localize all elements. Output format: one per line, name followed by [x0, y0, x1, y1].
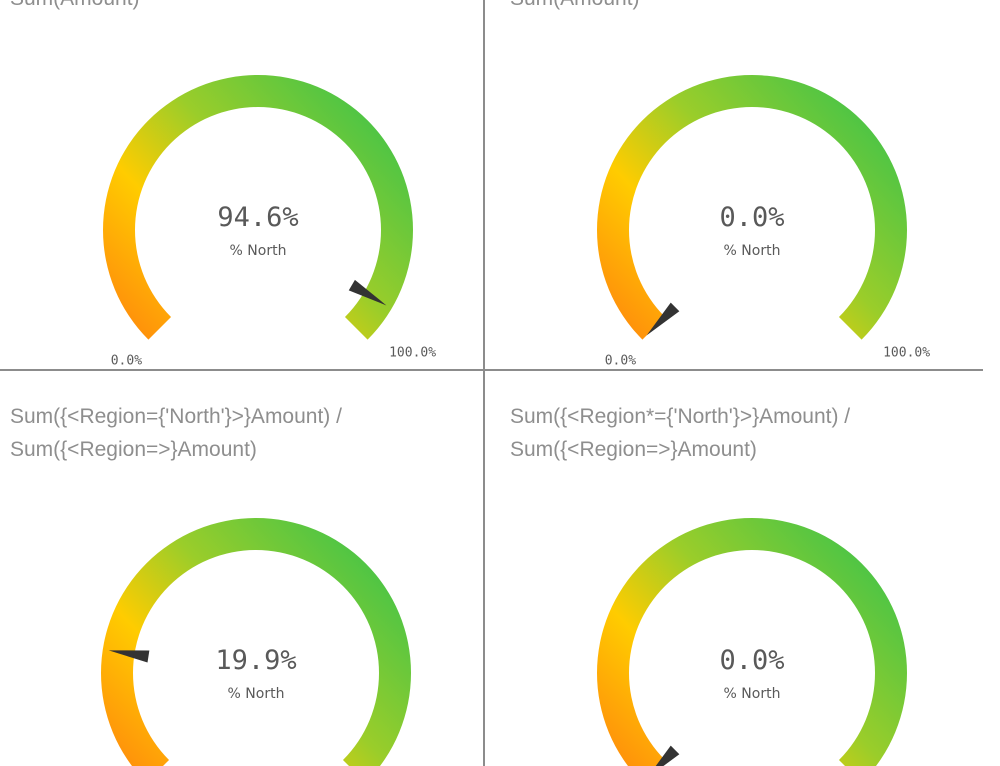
- gauge-chart: 19.9% % North: [101, 518, 411, 766]
- gauge-title: Sum({<Region*={'North'}>}Amount) / Sum({…: [510, 405, 851, 461]
- gauge-arc: [103, 75, 414, 340]
- gauge-min-label: 0.0%: [605, 354, 636, 369]
- gauge-needle: [646, 302, 680, 336]
- gauge-title: Sum(Amount): [10, 0, 470, 15]
- gauge-panel-4[interactable]: Sum({<Region*={'North'}>}Amount) / Sum({…: [485, 371, 1000, 766]
- gauge-measure-label: % North: [228, 686, 285, 702]
- gauge-measure-label: % North: [230, 243, 287, 259]
- gauge-arc: [597, 518, 907, 766]
- gauge-needle: [108, 650, 150, 663]
- gauge-chart: 0.0% % North 0.0% 100.0%: [597, 75, 930, 369]
- gauge-measure-label: % North: [724, 686, 781, 702]
- gauge-arc: [597, 75, 907, 340]
- gauge-chart: 94.6% % North 0.0% 100.0%: [103, 75, 436, 369]
- gauge-needle: [655, 745, 680, 766]
- gauge-panel-1[interactable]: Sum(Amount) 94.6% % North 0.0% 100.0%: [0, 0, 483, 369]
- gauge-measure-label: % North: [724, 243, 781, 259]
- gauge-title: Sum(Amount): [510, 0, 970, 15]
- gauge-title: Sum({<Region={'North'}>}Amount) / Sum({<…: [10, 405, 342, 461]
- gauge-panel-3[interactable]: Sum({<Region={'North'}>}Amount) / Sum({<…: [0, 371, 483, 766]
- gauge-max-label: 100.0%: [389, 346, 436, 361]
- gauge-panel-2[interactable]: Sum(Amount) 0.0% % North 0.0% 100.0%: [485, 0, 1000, 369]
- gauge-needle: [348, 279, 387, 306]
- gauge-arc: [101, 518, 411, 766]
- gauge-value: 94.6%: [217, 202, 298, 233]
- vertical-divider: [483, 0, 485, 766]
- gauge-chart: 0.0% % North: [597, 518, 907, 766]
- gauge-value: 0.0%: [719, 202, 784, 233]
- gauge-value: 0.0%: [719, 645, 784, 676]
- gauge-max-label: 100.0%: [883, 346, 930, 361]
- gauge-min-label: 0.0%: [111, 354, 142, 369]
- gauge-value: 19.9%: [215, 645, 296, 676]
- horizontal-divider: [0, 369, 983, 371]
